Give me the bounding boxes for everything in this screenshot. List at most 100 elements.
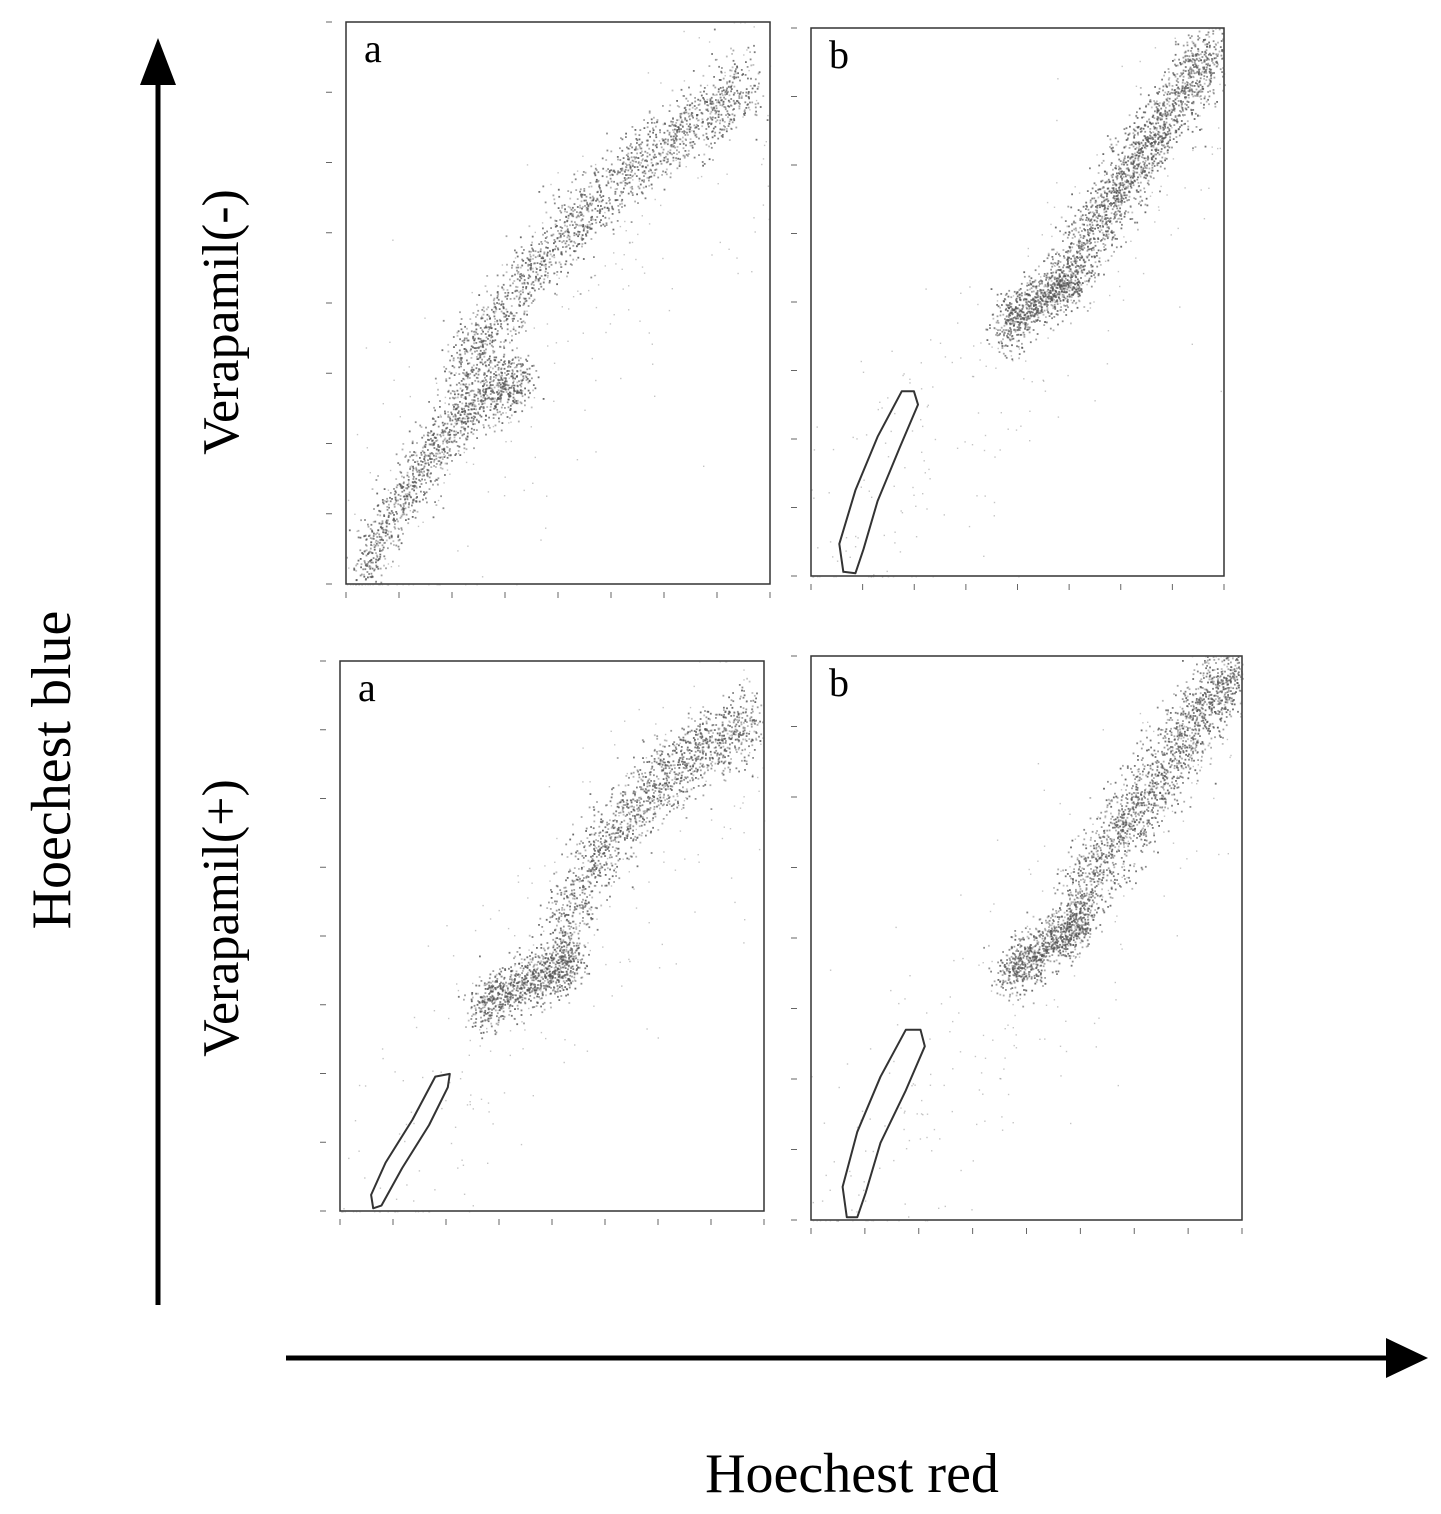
scatter-point <box>1068 281 1070 284</box>
scatter-point <box>1009 339 1012 342</box>
scatter-point <box>708 145 710 148</box>
scatter-point <box>1033 285 1035 288</box>
scatter-point <box>393 505 396 508</box>
scatter-point <box>481 576 484 578</box>
scatter-point <box>640 155 643 157</box>
scatter-point <box>989 324 991 326</box>
scatter-point <box>743 54 745 56</box>
scatter-point <box>743 108 746 111</box>
scatter-point <box>714 117 717 119</box>
scatter-point <box>728 114 731 116</box>
scatter-point <box>1055 280 1058 283</box>
scatter-point <box>685 119 688 122</box>
scatter-point <box>1013 290 1016 293</box>
scatter-point <box>745 61 747 63</box>
scatter-point <box>467 332 470 334</box>
scatter-point <box>1191 343 1193 345</box>
scatter-point <box>369 566 372 569</box>
scatter-point <box>1107 330 1110 332</box>
scatter-point <box>705 93 708 95</box>
scatter-point <box>466 359 468 362</box>
scatter-point <box>1072 264 1075 267</box>
scatter-point <box>925 288 927 290</box>
scatter-point <box>459 361 462 364</box>
scatter-point <box>716 101 718 104</box>
scatter-point <box>460 344 463 346</box>
scatter-point <box>393 493 396 496</box>
scatter-point <box>626 177 628 180</box>
scatter-point <box>554 219 557 222</box>
scatter-point <box>710 103 713 105</box>
scatter-point <box>411 504 413 507</box>
scatter-point <box>576 198 579 200</box>
scatter-point <box>1044 390 1047 392</box>
scatter-point <box>544 240 546 242</box>
scatter-point <box>996 300 999 302</box>
scatter-point <box>660 162 663 165</box>
scatter-point <box>538 253 541 256</box>
scatter-point <box>461 340 464 342</box>
scatter-point <box>581 174 584 176</box>
scatter-point <box>462 417 465 419</box>
scatter-point <box>1192 64 1194 66</box>
scatter-point <box>516 272 519 275</box>
scatter-point <box>591 222 594 225</box>
scatter-point <box>502 303 505 305</box>
scatter-point <box>625 132 627 135</box>
scatter-point <box>499 400 502 403</box>
scatter-point <box>1169 112 1172 115</box>
scatter-point <box>690 112 693 114</box>
scatter-point <box>767 185 770 187</box>
scatter-point <box>675 139 678 142</box>
scatter-point <box>980 342 982 344</box>
scatter-point <box>650 175 653 178</box>
scatter-point <box>364 584 367 586</box>
scatter-point <box>911 576 913 578</box>
scatter-point <box>705 143 708 146</box>
scatter-point <box>478 369 481 372</box>
scatter-point <box>605 224 608 226</box>
scatter-point <box>415 486 418 489</box>
scatter-point <box>719 87 722 89</box>
scatter-point <box>733 103 736 105</box>
scatter-point <box>638 145 641 148</box>
scatter-point <box>408 584 410 586</box>
scatter-point <box>1167 175 1169 177</box>
scatter-point <box>388 512 391 514</box>
scatter-point <box>1050 295 1052 298</box>
scatter-point <box>727 125 730 127</box>
scatter-point <box>397 520 399 523</box>
scatter-point <box>523 249 525 251</box>
scatter-point <box>476 584 478 586</box>
scatter-point <box>455 344 457 346</box>
scatter-point <box>1032 302 1035 305</box>
scatter-point <box>566 275 568 278</box>
scatter-point <box>630 171 633 173</box>
scatter-point <box>539 248 542 251</box>
scatter-point <box>723 128 726 131</box>
scatter-point <box>652 127 654 130</box>
scatter-point <box>383 514 385 516</box>
scatter-point <box>415 477 418 480</box>
scatter-point <box>433 447 436 449</box>
scatter-point <box>534 231 536 234</box>
scatter-point <box>1070 296 1073 298</box>
scatter-point <box>616 173 619 176</box>
scatter-point <box>697 98 700 101</box>
scatter-point <box>710 117 713 119</box>
scatter-point <box>611 207 614 210</box>
scatter-point <box>736 100 739 103</box>
scatter-point <box>750 64 753 67</box>
scatter-point <box>607 168 609 170</box>
scatter-point <box>1195 53 1197 56</box>
scatter-point <box>439 434 442 436</box>
scatter-point <box>1039 301 1042 303</box>
scatter-point <box>879 401 881 403</box>
scatter-point <box>395 491 397 494</box>
scatter-point <box>1052 329 1055 332</box>
scatter-point <box>1016 300 1018 303</box>
scatter-point <box>1190 47 1193 50</box>
scatter-point <box>502 288 505 291</box>
scatter-point <box>453 433 455 436</box>
scatter-point <box>392 519 395 521</box>
